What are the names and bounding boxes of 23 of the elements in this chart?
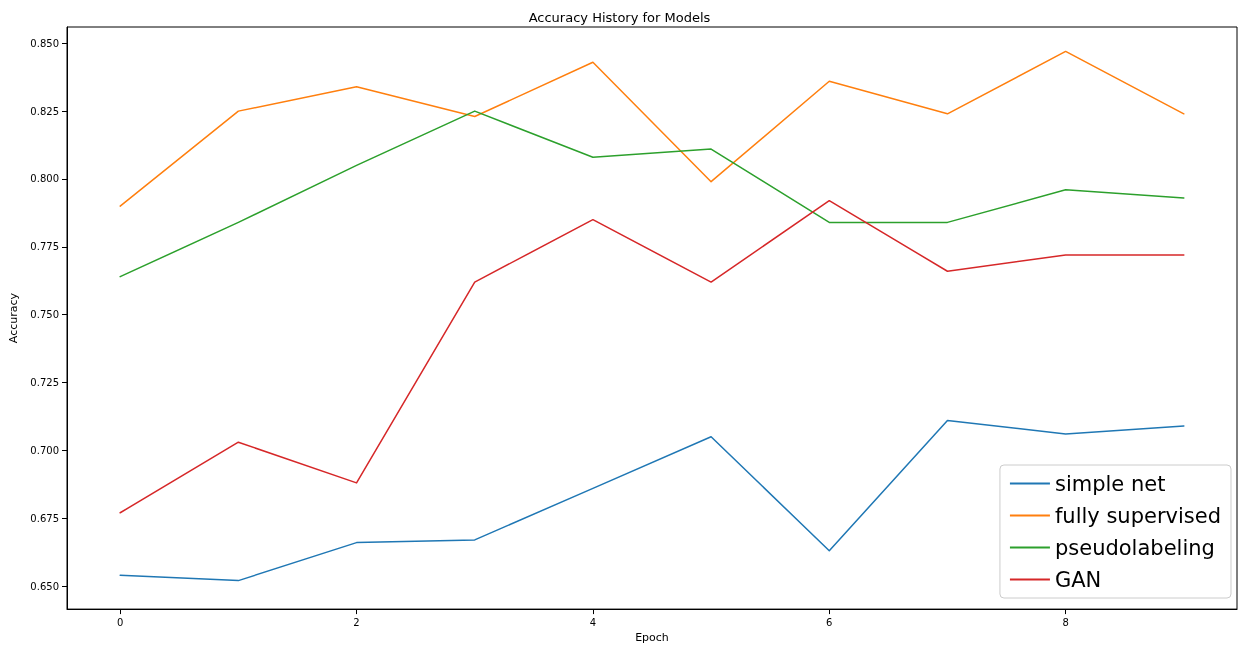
legend-label: GAN bbox=[1054, 567, 1102, 592]
legend-label: pseudolabeling bbox=[1054, 535, 1215, 560]
y-tick-label: 0.675 bbox=[30, 512, 59, 524]
y-tick-label: 0.700 bbox=[30, 444, 59, 456]
y-tick-label: 0.850 bbox=[30, 37, 59, 49]
x-axis-title: Epoch bbox=[635, 631, 669, 644]
x-tick-label: 2 bbox=[353, 616, 360, 628]
legend-label: simple net bbox=[1054, 471, 1166, 496]
line-series bbox=[119, 110, 1185, 278]
y-tick-label: 0.825 bbox=[30, 105, 59, 117]
y-tick-label: 0.725 bbox=[30, 377, 59, 388]
x-tick-label: 0 bbox=[116, 616, 124, 628]
legend-label: fully supervised bbox=[1054, 503, 1221, 528]
line-series bbox=[119, 50, 1185, 207]
chart-title: Accuracy History for Models bbox=[528, 10, 711, 25]
x-tick-label: 8 bbox=[1062, 616, 1069, 628]
y-tick-label: 0.775 bbox=[30, 241, 59, 253]
y-tick-label: 0.750 bbox=[30, 309, 59, 321]
y-tick-label: 0.800 bbox=[30, 173, 59, 185]
y-axis-title: Accuracy bbox=[7, 292, 20, 344]
x-tick-label: 4 bbox=[589, 616, 597, 628]
x-tick-label: 6 bbox=[826, 616, 833, 628]
y-tick-label: 0.650 bbox=[30, 580, 59, 592]
